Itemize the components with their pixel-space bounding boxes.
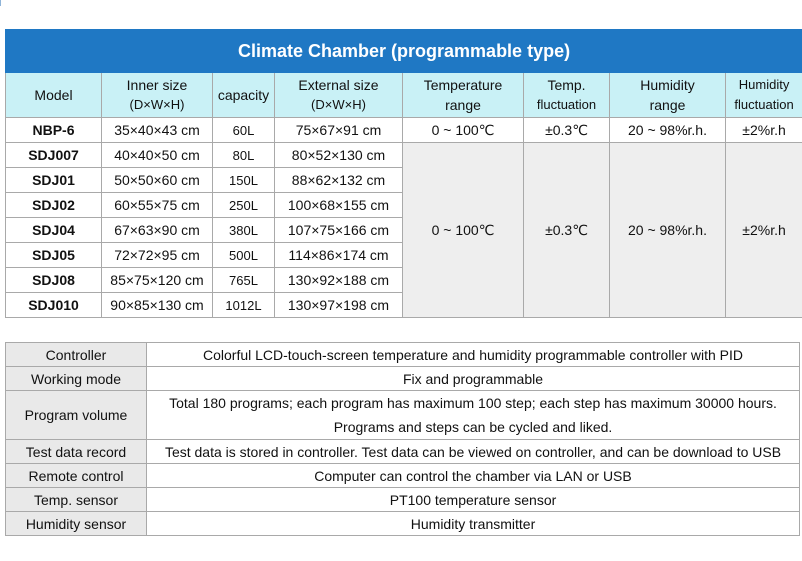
table-row: SDJ05 72×72×95 cm 500L 114×86×174 cm (5, 242, 802, 268)
humidity-fluctuation-cell: ±2%r.h (724, 117, 802, 143)
table-row: SDJ01 50×50×60 cm 150L 88×62×132 cm (5, 167, 802, 193)
info-value: Test data is stored in controller. Test … (146, 439, 800, 464)
header-capacity: capacity (212, 72, 275, 118)
capacity-cell: 765L (212, 267, 275, 293)
info-row: Controller Colorful LCD-touch-screen tem… (5, 342, 800, 367)
temperature-range-cell: 0 ~ 100℃ (402, 142, 524, 318)
info-row: Working mode Fix and programmable (5, 366, 800, 391)
model-cell: NBP-6 (5, 117, 102, 143)
capacity-cell: 380L (212, 217, 275, 243)
external-size-cell: 80×52×130 cm (274, 142, 403, 168)
temperature-range-cell: 0 ~ 100℃ (402, 117, 524, 143)
inner-size-cell: 35×40×43 cm (101, 117, 213, 143)
info-value: Computer can control the chamber via LAN… (146, 463, 800, 488)
info-label: Test data record (5, 439, 147, 464)
info-value: Humidity transmitter (146, 511, 800, 536)
info-row: Temp. sensor PT100 temperature sensor (5, 487, 800, 512)
model-cell: SDJ08 (5, 267, 102, 293)
header-temp-fluctuation-line2: fluctuation (536, 97, 597, 112)
inner-size-cell: 72×72×95 cm (101, 242, 213, 268)
external-size-cell: 100×68×155 cm (274, 192, 403, 218)
header-temp-fluctuation: Temp. fluctuation (523, 72, 610, 118)
header-temp-fluctuation-line1: Temp. (547, 77, 586, 93)
inner-size-cell: 40×40×50 cm (101, 142, 213, 168)
humidity-fluctuation-cell: ±2%r.h (724, 142, 802, 318)
controller-info-table: Controller Colorful LCD-touch-screen tem… (5, 342, 800, 536)
table-row: SDJ007 40×40×50 cm 80L 80×52×130 cm 0 ~ … (5, 142, 802, 318)
header-humidity-fluctuation: Humidity fluctuation (724, 72, 802, 118)
info-row: Program volume Total 180 programs; each … (5, 390, 800, 440)
climate-chamber-spec-table: Climate Chamber (programmable type) Mode… (4, 29, 802, 318)
info-row: Test data record Test data is stored in … (5, 439, 800, 464)
capacity-cell: 500L (212, 242, 275, 268)
temp-fluctuation-cell: ±0.3℃ (523, 142, 610, 318)
header-external-size-label: External size (298, 77, 379, 93)
external-size-cell: 130×97×198 cm (274, 292, 403, 318)
table-row: SDJ04 67×63×90 cm 380L 107×75×166 cm (5, 217, 802, 243)
info-value: Fix and programmable (146, 366, 800, 391)
table-title: Climate Chamber (programmable type) (4, 29, 802, 73)
external-size-cell: 130×92×188 cm (274, 267, 403, 293)
capacity-cell: 1012L (212, 292, 275, 318)
info-label: Controller (5, 342, 147, 367)
info-label: Remote control (5, 463, 147, 488)
inner-size-cell: 50×50×60 cm (101, 167, 213, 193)
header-inner-size: Inner size (D×W×H) (101, 72, 213, 118)
header-temperature-range-line1: Temperature (423, 77, 503, 93)
info-value: Total 180 programs; each program has max… (146, 390, 800, 440)
external-size-cell: 75×67×91 cm (274, 117, 403, 143)
header-humidity-range-line2: range (649, 97, 686, 113)
info-label: Temp. sensor (5, 487, 147, 512)
model-cell: SDJ05 (5, 242, 102, 268)
capacity-cell: 60L (212, 117, 275, 143)
model-cell: SDJ010 (5, 292, 102, 318)
header-temperature-range: Temperature range (402, 72, 524, 118)
info-row: Humidity sensor Humidity transmitter (5, 511, 800, 536)
header-row: Model Inner size (D×W×H) capacity Extern… (5, 72, 802, 118)
header-external-size-unit: (D×W×H) (311, 97, 366, 112)
model-cell: SDJ04 (5, 217, 102, 243)
table-row: SDJ010 90×85×130 cm 1012L 130×97×198 cm (5, 292, 802, 318)
capacity-cell: 150L (212, 167, 275, 193)
inner-size-cell: 67×63×90 cm (101, 217, 213, 243)
table-row: SDJ02 60×55×75 cm 250L 100×68×155 cm (5, 192, 802, 218)
info-value: Colorful LCD-touch-screen temperature an… (146, 342, 800, 367)
header-humidity-fluctuation-line1: Humidity (738, 77, 790, 92)
header-humidity-range: Humidity range (609, 72, 726, 118)
capacity-cell: 80L (212, 142, 275, 168)
inner-size-cell: 85×75×120 cm (101, 267, 213, 293)
external-size-cell: 114×86×174 cm (274, 242, 403, 268)
header-humidity-range-line1: Humidity (640, 77, 695, 93)
external-size-cell: 88×62×132 cm (274, 167, 403, 193)
header-temperature-range-line2: range (445, 97, 481, 113)
model-cell: SDJ007 (5, 142, 102, 168)
humidity-range-cell: 20 ~ 98%r.h. (609, 117, 726, 143)
header-external-size: External size (D×W×H) (274, 72, 403, 118)
inner-size-cell: 90×85×130 cm (101, 292, 213, 318)
humidity-range-cell: 20 ~ 98%r.h. (609, 142, 726, 318)
model-cell: SDJ01 (5, 167, 102, 193)
capacity-cell: 250L (212, 192, 275, 218)
info-value: PT100 temperature sensor (146, 487, 800, 512)
info-row: Remote control Computer can control the … (5, 463, 800, 488)
header-model: Model (5, 72, 102, 118)
info-label: Humidity sensor (5, 511, 147, 536)
header-inner-size-unit: (D×W×H) (129, 97, 185, 112)
external-size-cell: 107×75×166 cm (274, 217, 403, 243)
table-row: SDJ08 85×75×120 cm 765L 130×92×188 cm (5, 267, 802, 293)
info-value-line1: Total 180 programs; each program has max… (169, 395, 777, 411)
info-label: Program volume (5, 390, 147, 440)
inner-size-cell: 60×55×75 cm (101, 192, 213, 218)
model-cell: SDJ02 (5, 192, 102, 218)
info-value-line2: Programs and steps can be cycled and lik… (333, 419, 613, 435)
corner-mark (0, 0, 1, 6)
temp-fluctuation-cell: ±0.3℃ (523, 117, 610, 143)
info-label: Working mode (5, 366, 147, 391)
header-humidity-fluctuation-line2: fluctuation (734, 97, 794, 112)
table-row: NBP-6 35×40×43 cm 60L 75×67×91 cm 0 ~ 10… (5, 117, 802, 143)
header-inner-size-label: Inner size (126, 77, 188, 93)
